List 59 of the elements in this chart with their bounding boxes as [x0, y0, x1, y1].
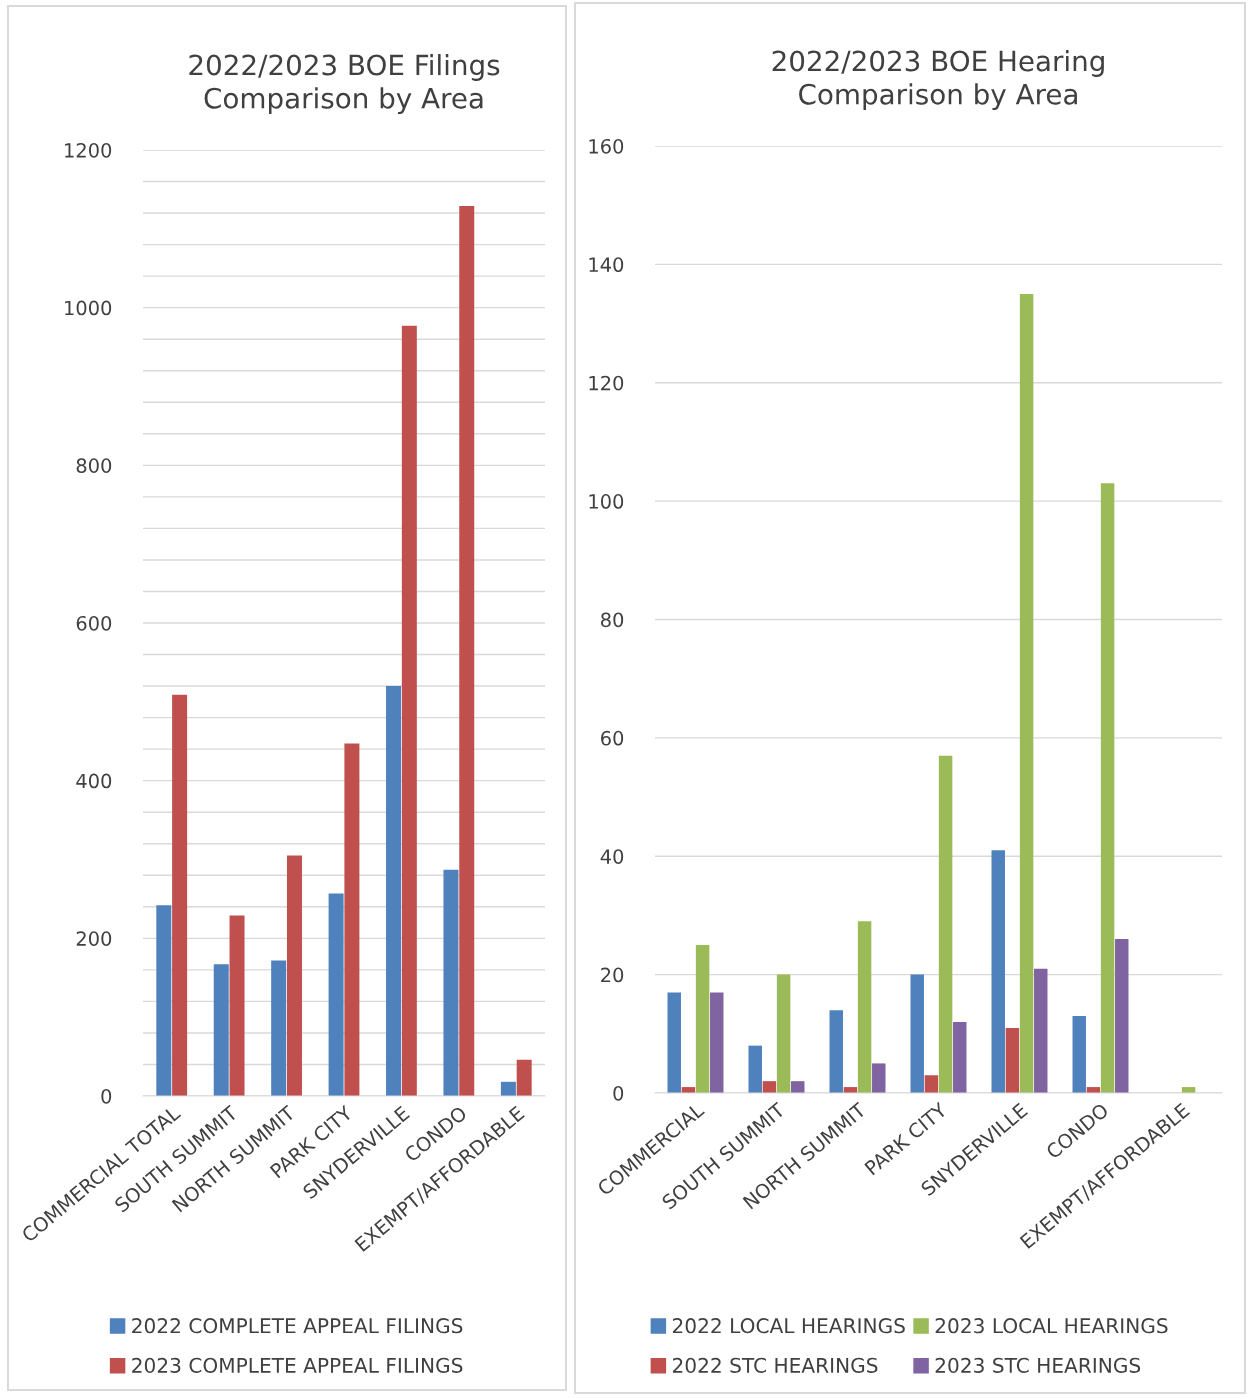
bar — [286, 855, 302, 1096]
y-tick-label: 100 — [589, 494, 624, 509]
bar — [910, 974, 924, 1093]
y-tick-label: 60 — [601, 730, 624, 746]
bar — [695, 945, 710, 1093]
bar — [710, 992, 724, 1093]
bar — [401, 325, 417, 1096]
bar — [1019, 293, 1034, 1093]
bar — [156, 905, 172, 1096]
y-tick-label: 160 — [589, 138, 624, 154]
y-tick-label: 200 — [76, 931, 112, 946]
bar — [667, 992, 681, 1093]
y-tick-label: 40 — [600, 849, 624, 864]
bar — [953, 1021, 967, 1093]
y-tick-label: 140 — [589, 257, 624, 273]
y-tick-label: 800 — [76, 458, 112, 473]
y-tick-label: 600 — [76, 615, 112, 631]
y-tick-label: 1200 — [65, 142, 112, 158]
bar — [924, 1075, 939, 1093]
bar — [213, 964, 229, 1096]
bar — [386, 686, 402, 1096]
y-tick-label: 0 — [613, 1085, 624, 1101]
bar — [1115, 939, 1129, 1093]
bar — [857, 921, 872, 1093]
bar — [172, 694, 188, 1096]
bar — [516, 1059, 532, 1096]
bar — [1100, 483, 1115, 1093]
legend-label: 2023 COMPLETE APPEAL FILINGS — [132, 1357, 463, 1373]
bar — [443, 869, 459, 1096]
bar — [459, 205, 475, 1096]
legend-label: 2023 LOCAL HEARINGS — [935, 1318, 1168, 1334]
bar — [344, 743, 360, 1096]
bar — [872, 1063, 886, 1093]
y-tick-label: 80 — [601, 612, 624, 628]
bar — [991, 850, 1005, 1093]
bar — [328, 893, 344, 1096]
chart-title: 2022/2023 BOE Hearing Comparison by Area — [772, 50, 1104, 111]
legend-label: 2022 COMPLETE APPEAL FILINGS — [132, 1318, 463, 1334]
y-tick-label: 400 — [76, 773, 112, 789]
legend-label: 2022 STC HEARINGS — [672, 1357, 878, 1373]
bar — [762, 1081, 777, 1093]
bar — [1034, 968, 1048, 1093]
y-tick-label: 0 — [101, 1088, 112, 1104]
bar — [776, 974, 791, 1093]
y-tick-label: 20 — [601, 967, 624, 983]
bar — [791, 1081, 805, 1093]
legend-label: 2022 LOCAL HEARINGS — [672, 1318, 905, 1334]
bar — [1005, 1027, 1020, 1093]
bar — [229, 915, 245, 1096]
bar — [938, 755, 953, 1093]
y-tick-label: 120 — [589, 375, 624, 391]
y-tick-label: 1000 — [65, 300, 112, 316]
bar — [829, 1010, 843, 1093]
bar — [271, 960, 287, 1096]
bar — [500, 1081, 516, 1096]
bar — [1072, 1016, 1086, 1093]
legend-label: 2023 STC HEARINGS — [935, 1357, 1141, 1373]
bar — [748, 1045, 762, 1093]
chart-title: 2022/2023 BOE Filings Comparison by Area — [189, 54, 500, 115]
